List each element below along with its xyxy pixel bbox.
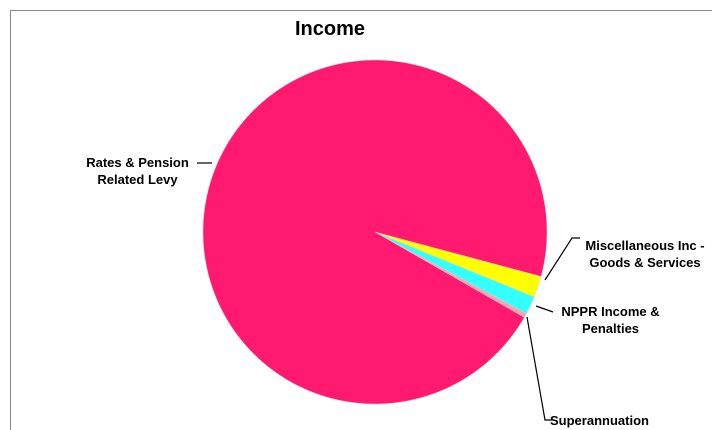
slice-label: Miscellaneous Inc - Goods & Services bbox=[585, 238, 705, 270]
pie-slice bbox=[202, 59, 548, 405]
leader-line bbox=[526, 316, 552, 421]
slice-label: NPPR Income & Penalties bbox=[561, 304, 660, 336]
slice-label: Rates & Pension Related Levy bbox=[86, 155, 189, 187]
leader-line bbox=[544, 237, 580, 281]
slice-label: Superannuation bbox=[550, 413, 649, 428]
leader-lines bbox=[197, 162, 580, 421]
pie bbox=[202, 59, 548, 405]
chart-title: Income bbox=[294, 18, 366, 40]
leader-line bbox=[535, 305, 554, 313]
